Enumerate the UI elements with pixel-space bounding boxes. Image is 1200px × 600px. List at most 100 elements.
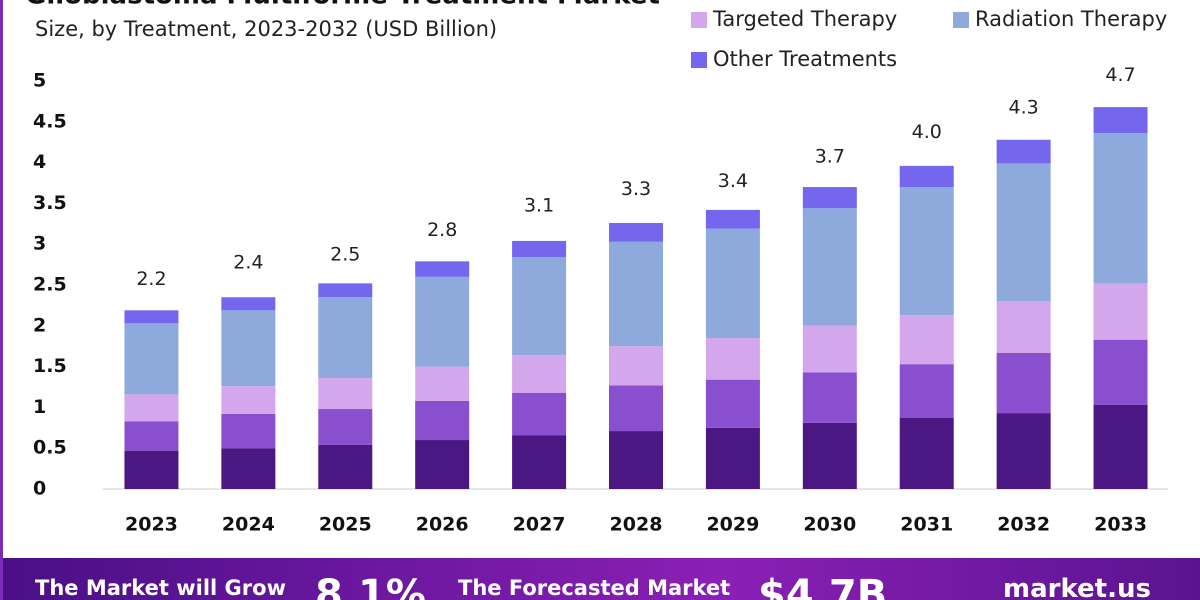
y-tick-label: 4.5 [33, 110, 67, 132]
y-tick-label: 3 [33, 233, 46, 255]
bar-segment [221, 448, 276, 489]
bar-segment [221, 386, 276, 414]
footer-value: 8.1% [315, 572, 426, 600]
total-label: 2.5 [330, 244, 360, 266]
total-label: 2.4 [233, 252, 263, 274]
bar-segment [705, 209, 760, 229]
chart-title: Glioblastoma Multiforme Treatment Market [25, 0, 660, 11]
bar-segment [1093, 283, 1148, 340]
total-label: 3.7 [815, 146, 845, 168]
bar-segment [705, 338, 760, 380]
footer-text: The Market will Grow [35, 576, 286, 600]
x-tick-label: 2031 [900, 514, 953, 536]
x-tick-label: 2024 [222, 514, 275, 536]
bar-segment [996, 352, 1051, 414]
bar-segment [415, 400, 470, 441]
bar-segment [802, 187, 857, 209]
y-tick-label: 3.5 [33, 192, 67, 214]
footer-value: $4.7B [758, 572, 888, 600]
bar-segment [802, 422, 857, 489]
bar-segment [899, 165, 954, 188]
bar-segment [221, 297, 276, 311]
bar-segment [1093, 404, 1148, 489]
footer-text: The Forecasted Market [458, 576, 731, 600]
bar-segment [996, 163, 1051, 302]
bar-segment [415, 276, 470, 367]
total-label: 2.2 [136, 268, 166, 290]
legend-label: Radiation Therapy [975, 7, 1167, 31]
total-label: 4.3 [1009, 97, 1039, 119]
x-tick-label: 2023 [125, 514, 178, 536]
bar-segment [899, 418, 954, 489]
x-tick-label: 2026 [416, 514, 469, 536]
y-tick-label: 0.5 [33, 437, 67, 459]
bar-segment [705, 228, 760, 339]
bar-segment [415, 440, 470, 489]
bar-segment [221, 310, 276, 387]
y-tick-label: 0 [33, 478, 46, 500]
bar-segment [802, 372, 857, 423]
bar-segment [705, 379, 760, 428]
bar-segment [899, 364, 954, 419]
y-tick-label: 2 [33, 314, 46, 336]
bar-segment [318, 409, 373, 445]
total-label: 3.1 [524, 195, 554, 217]
bar-segment [221, 413, 276, 449]
bar-segment [609, 346, 663, 386]
bar-segment [318, 297, 373, 379]
bar-segment [996, 139, 1051, 164]
bar-segment [609, 241, 663, 347]
bar-segment [996, 301, 1051, 353]
legend-swatch [953, 12, 969, 28]
bar-segment [705, 427, 760, 489]
x-tick-label: 2027 [513, 514, 566, 536]
bar-segment [899, 187, 954, 316]
footer-banner: The Market will Grow 8.1% The Forecasted… [3, 558, 1200, 600]
bar-segment [512, 392, 567, 436]
bar-segment [996, 413, 1051, 489]
bar-segment [609, 431, 663, 489]
bar-segment [124, 310, 179, 324]
total-label: 4.0 [912, 121, 942, 143]
x-tick-label: 2029 [706, 514, 759, 536]
bar-segment [415, 366, 470, 401]
bar-segment [124, 450, 179, 489]
y-tick-label: 1 [33, 396, 46, 418]
chart-subtitle: Size, by Treatment, 2023-2032 (USD Billi… [35, 17, 497, 41]
bar-segment [609, 222, 663, 242]
y-tick-label: 2.5 [33, 274, 67, 296]
bar-segment [318, 378, 373, 410]
bar-segment [1093, 107, 1148, 134]
total-label: 3.3 [621, 178, 651, 200]
x-tick-label: 2032 [997, 514, 1050, 536]
bar-segment [1093, 133, 1148, 284]
total-label: 4.7 [1105, 64, 1135, 86]
bar-segment [1093, 339, 1148, 405]
bar-segment [318, 444, 373, 489]
brand: market.us [1003, 574, 1151, 600]
bar-segment [512, 435, 567, 489]
bar-segment [802, 325, 857, 373]
bar-segment [899, 315, 954, 365]
chart: Glioblastoma Multiforme Treatment Market… [25, 0, 1168, 536]
bar-segment [124, 421, 179, 451]
bar-segment [124, 394, 179, 422]
bar-segment [318, 283, 373, 298]
bar-segment [512, 257, 567, 356]
bar-segment [512, 355, 567, 393]
bar-segment [512, 240, 567, 258]
legend-label: Other Treatments [713, 47, 897, 71]
x-tick-label: 2028 [610, 514, 663, 536]
x-tick-label: 2025 [319, 514, 372, 536]
legend-label: Targeted Therapy [712, 7, 897, 31]
legend-swatch [691, 12, 707, 28]
y-tick-label: 5 [33, 70, 46, 92]
bar-segment [609, 385, 663, 432]
y-tick-label: 1.5 [33, 355, 67, 377]
total-label: 2.8 [427, 219, 457, 241]
x-tick-label: 2030 [803, 514, 856, 536]
bar-segment [802, 208, 857, 326]
x-tick-label: 2033 [1094, 514, 1147, 536]
y-tick-label: 4 [33, 151, 46, 173]
